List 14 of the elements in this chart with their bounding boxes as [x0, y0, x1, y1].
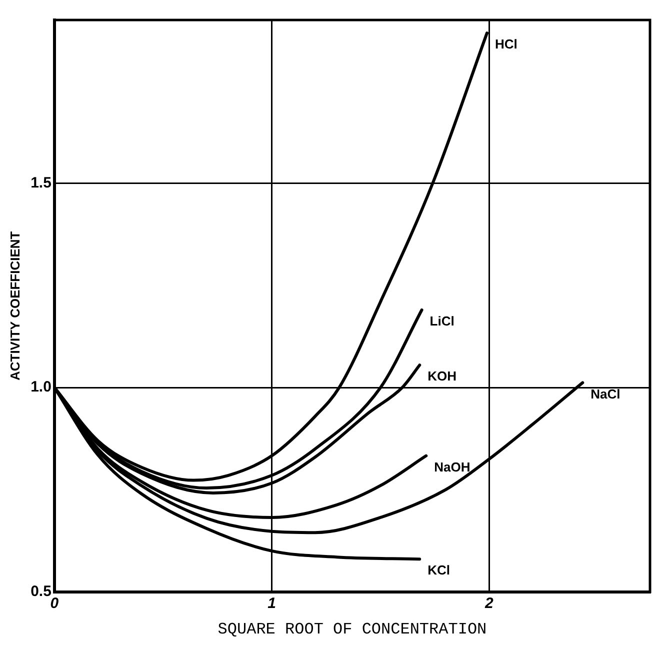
- series-label: LiCl: [430, 314, 454, 329]
- x-axis-title: SQUARE ROOT OF CONCENTRATION: [218, 620, 487, 639]
- x-tick-label: 1: [268, 594, 276, 612]
- y-axis-title: ACTIVITY COEFFICIENT: [7, 231, 22, 381]
- x-tick-label: 2: [484, 594, 494, 612]
- series-label: KCl: [428, 562, 450, 578]
- series-label: NaOH: [434, 459, 470, 474]
- y-tick-label: 0.5: [30, 582, 52, 600]
- series-label: KOH: [428, 368, 456, 384]
- y-tick-label: 1.5: [30, 174, 52, 192]
- series-label: HCl: [494, 36, 518, 52]
- series-label: NaCl: [590, 386, 620, 402]
- y-tick-label: 1.0: [30, 378, 52, 396]
- x-tick-label: 0: [50, 594, 60, 612]
